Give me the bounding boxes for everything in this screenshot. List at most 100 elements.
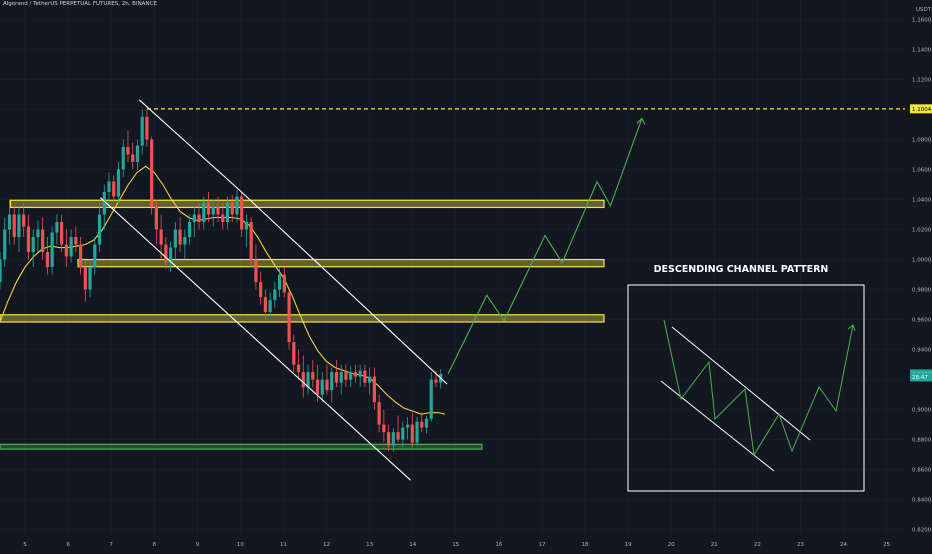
candle-body [401, 427, 405, 440]
symbol-title: Algorand / TetherUS PERPETUAL FUTURES, 2… [3, 1, 157, 7]
candle-body [131, 154, 135, 162]
axis-currency-label: USDT [916, 7, 932, 13]
price-tick-label: 0.9800 [912, 288, 932, 294]
candle-body [230, 202, 234, 215]
candle-body [159, 229, 163, 245]
candle-body [41, 229, 45, 253]
time-tick-label: 6 [66, 542, 70, 548]
candle-body [116, 169, 121, 197]
zones [0, 199, 605, 450]
candle-body [45, 252, 50, 268]
candle-body [278, 274, 282, 290]
candle-body [78, 244, 83, 268]
candle-body [221, 214, 225, 223]
price-tick-label: 1.0600 [912, 167, 932, 173]
candle-body [434, 379, 438, 383]
candle-body [235, 196, 239, 215]
candle-body [216, 207, 220, 215]
channel-line [237, 188, 448, 385]
candle-body [93, 244, 97, 268]
candle-body [183, 237, 187, 245]
candle-body [415, 421, 419, 443]
candle-body [154, 207, 158, 230]
time-tick-label: 20 [668, 542, 675, 548]
candle-body [55, 222, 59, 233]
candle-body [36, 229, 40, 238]
candle-body [325, 379, 329, 391]
candle-body [368, 376, 372, 383]
candle-body [202, 202, 206, 223]
candle-body [263, 297, 267, 313]
candle-body [187, 222, 192, 238]
candle-body [173, 229, 177, 248]
candle-body [249, 222, 253, 260]
price-tick-label: 0.9000 [912, 408, 932, 414]
candle-body [69, 237, 73, 257]
projection-line [447, 118, 643, 375]
candle-body [74, 237, 78, 245]
time-tick-label: 21 [711, 542, 718, 548]
candle-body [211, 207, 215, 215]
price-axis[interactable]: USDT 1.18001.16001.14001.12001.10001.080… [905, 0, 932, 549]
time-tick-label: 17 [538, 542, 545, 548]
candle-body [273, 289, 277, 301]
price-tick-label: 1.1600 [912, 17, 932, 23]
time-tick-label: 15 [452, 542, 459, 548]
time-tick-label: 13 [366, 542, 373, 548]
price-tick-label: 0.9400 [912, 348, 932, 354]
candle-body [88, 267, 92, 290]
candle-body [315, 379, 320, 395]
time-tick-label: 18 [582, 542, 589, 548]
zone-877 [0, 443, 483, 450]
price-tick-label: 1.0000 [912, 258, 932, 264]
candle-body [60, 222, 64, 245]
candle-body [396, 432, 400, 440]
candle-body [50, 232, 54, 268]
price-badge [910, 104, 932, 114]
zone-1040 [9, 199, 605, 209]
price-tick-label: 1.0800 [912, 137, 932, 143]
candle-body [192, 214, 196, 223]
candle-body [372, 376, 376, 403]
candle-body [292, 342, 296, 365]
candle-body [197, 214, 201, 223]
time-tick-label: 9 [196, 542, 200, 548]
candle-body [164, 244, 168, 263]
candle-body [121, 146, 125, 170]
pattern-inset [627, 284, 865, 492]
candle-body [405, 424, 410, 428]
price-tick-label: 1.1400 [912, 47, 932, 53]
candle-body [344, 372, 348, 380]
channel-line [138, 99, 239, 190]
candle-body [386, 432, 391, 446]
candle-body [12, 214, 16, 238]
candle-body [287, 292, 291, 343]
candle-body [244, 222, 249, 230]
price-tick-label: 0.8600 [912, 468, 932, 474]
candle-body [259, 282, 263, 298]
time-tick-label: 14 [409, 542, 416, 548]
time-tick-label: 16 [495, 542, 502, 548]
price-tick-label: 1.0200 [912, 228, 932, 234]
candle-body [420, 421, 424, 428]
candle-body [306, 372, 310, 388]
time-axis[interactable]: 5 6 7 8 9 10 11 12 13 14 15 16 17 18 19 20 21 22 23 24 25 [0, 537, 932, 550]
candle-body [206, 202, 211, 215]
candle-body [169, 247, 173, 263]
candle-body [64, 244, 68, 257]
price-tick-label: 0.8400 [912, 498, 932, 504]
candle-body [334, 372, 339, 383]
candle-body [145, 116, 149, 140]
time-tick-label: 19 [625, 542, 632, 548]
candle-body [150, 139, 154, 208]
candle-body [311, 372, 315, 380]
candle-body [349, 372, 353, 380]
candle-body [339, 372, 343, 383]
price-tick-label: 1.0400 [912, 198, 932, 204]
time-tick-label: 7 [109, 542, 113, 548]
inset-price-path [663, 319, 854, 457]
candle-body [424, 418, 429, 428]
candle-body [17, 214, 21, 238]
